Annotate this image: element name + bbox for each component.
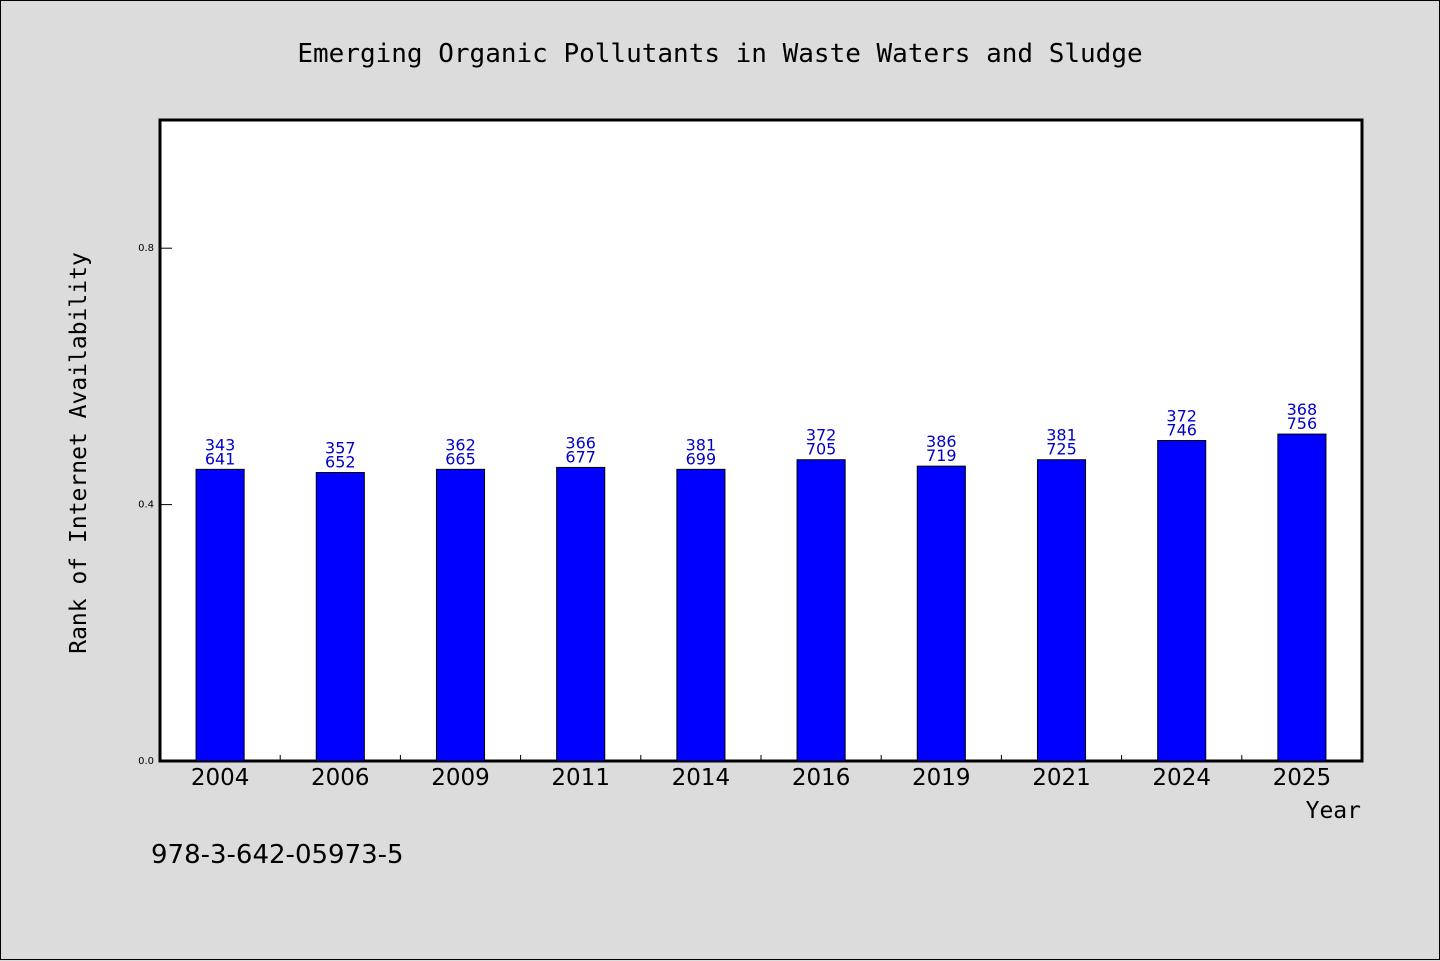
data-label-top-2009: 362 xyxy=(445,435,476,454)
bar-2021 xyxy=(1036,459,1087,762)
x-axis-label: Year xyxy=(1306,798,1361,824)
data-label-bottom-2019: 719 xyxy=(926,446,957,465)
x-tick-label-2004: 2004 xyxy=(191,765,250,791)
y-tick-label-0.0: 0.0 xyxy=(138,756,154,767)
y-ticks-group: 0.0 0.4 0.8 xyxy=(138,243,172,767)
bars-group xyxy=(195,433,1327,762)
bar-2019 xyxy=(916,465,966,762)
data-label-top-2006: 357 xyxy=(325,439,356,458)
x-tick-label-2016: 2016 xyxy=(792,765,851,791)
data-label-top-2021: 381 xyxy=(1046,426,1077,445)
bar-2011 xyxy=(556,466,606,762)
y-tick-label-0.8: 0.8 xyxy=(138,243,154,254)
data-label-top-2004: 343 xyxy=(205,435,236,454)
bar-2004 xyxy=(195,468,245,762)
x-ticks-group: 2004 2006 2009 2011 2014 2016 2019 2021 2024 2025 xyxy=(191,755,1331,791)
data-label-top-2025: 368 xyxy=(1287,400,1318,419)
data-label-bottom-2024: 746 xyxy=(1166,421,1197,440)
data-label-bottom-2004: 641 xyxy=(205,449,236,468)
x-tick-label-2024: 2024 xyxy=(1152,765,1211,791)
bar-2025 xyxy=(1277,433,1327,762)
x-tick-label-2011: 2011 xyxy=(551,765,610,791)
x-tick-label-2021: 2021 xyxy=(1032,765,1091,791)
x-tick-label-2019: 2019 xyxy=(912,765,971,791)
data-label-bottom-2025: 756 xyxy=(1287,414,1318,433)
data-label-top-2014: 381 xyxy=(686,435,717,454)
data-label-bottom-2021: 725 xyxy=(1046,440,1077,459)
x-tick-label-2006: 2006 xyxy=(311,765,370,791)
bar-2009 xyxy=(435,468,486,762)
bar-2014 xyxy=(676,468,726,762)
bar-2016 xyxy=(796,459,846,762)
footer-isbn: 978-3-642-05973-5 xyxy=(151,840,404,870)
data-label-top-2011: 366 xyxy=(565,433,596,452)
x-tick-label-2009: 2009 xyxy=(431,765,490,791)
bar-2006 xyxy=(315,472,365,762)
data-label-top-2024: 372 xyxy=(1166,407,1197,426)
data-label-bottom-2016: 705 xyxy=(806,440,837,459)
data-label-bottom-2011: 677 xyxy=(565,447,596,466)
x-tick-label-2014: 2014 xyxy=(672,765,731,791)
data-label-top-2016: 372 xyxy=(806,426,837,445)
data-label-bottom-2006: 652 xyxy=(325,453,356,472)
x-tick-label-2025: 2025 xyxy=(1273,765,1332,791)
chart-title: Emerging Organic Pollutants in Waste Wat… xyxy=(297,39,1142,69)
data-label-bottom-2014: 699 xyxy=(686,449,717,468)
y-tick-label-0.4: 0.4 xyxy=(138,500,154,511)
bar-2024 xyxy=(1157,440,1207,762)
data-label-top-2019: 386 xyxy=(926,432,957,451)
data-label-bottom-2009: 665 xyxy=(445,449,476,468)
y-axis-label: Rank of Internet Availability xyxy=(66,252,92,654)
